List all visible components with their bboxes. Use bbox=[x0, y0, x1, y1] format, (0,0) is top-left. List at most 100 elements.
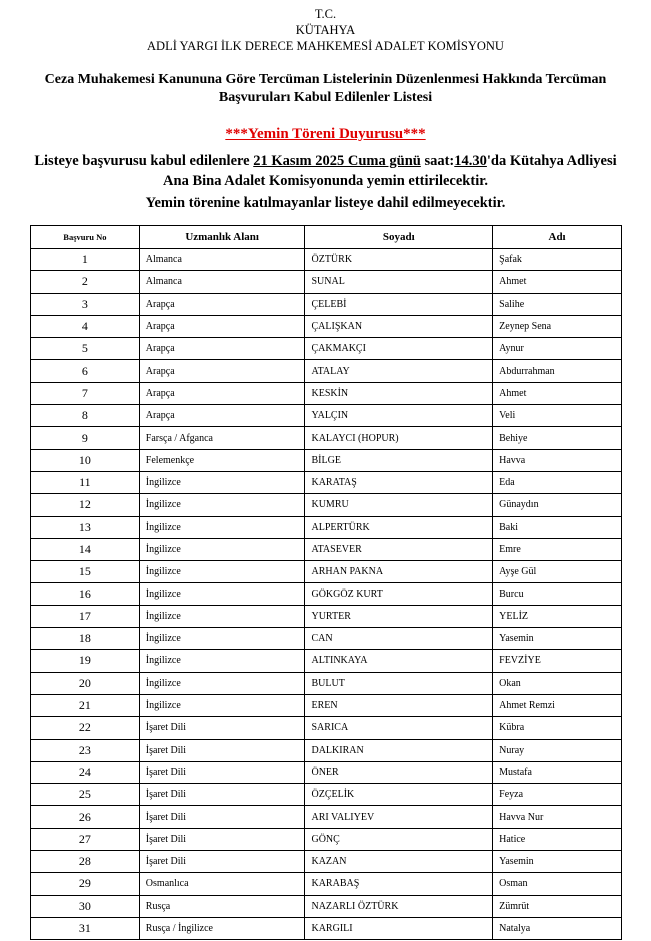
cell-no: 16 bbox=[30, 582, 140, 606]
cell-name: Yasemin bbox=[492, 850, 622, 874]
cell-no: 31 bbox=[30, 916, 140, 941]
table-row: 29 Osmanlıca KARABAŞ Osman bbox=[30, 872, 622, 896]
cell-surname: NAZARLI ÖZTÜRK bbox=[304, 894, 494, 918]
cell-name: Burcu bbox=[492, 582, 622, 606]
cell-name: Hatice bbox=[492, 827, 622, 852]
cell-field: İşaret Dili bbox=[138, 805, 306, 829]
table-row: 9 Farsça / Afganca KALAYCI (HOPUR) Behiye bbox=[30, 426, 622, 450]
header-city: KÜTAHYA bbox=[295, 23, 356, 37]
cell-name: Yasemin bbox=[492, 627, 622, 651]
header-commission: ADLİ YARGI İLK DERECE MAHKEMESİ ADALET K… bbox=[147, 39, 504, 53]
document-title-line2: Başvuruları Kabul Edilenler Listesi bbox=[218, 90, 433, 105]
table-row: 10 Felemenkçe BİLGE Havva bbox=[30, 448, 622, 472]
cell-field: İngilizce bbox=[138, 604, 306, 629]
header-tc: T.C. bbox=[314, 7, 337, 21]
table-header-row: Başvuru No Uzmanlık Alanı Soyadı Adı bbox=[30, 225, 622, 249]
cell-surname: ÇELEBİ bbox=[304, 292, 494, 316]
table-row: 13 İngilizce ALPERTÜRK Baki bbox=[30, 515, 622, 539]
table-row: 12 İngilizce KUMRU Günaydın bbox=[30, 493, 622, 517]
cell-surname: KUMRU bbox=[304, 493, 494, 517]
cell-field: Arapça bbox=[138, 359, 306, 383]
cell-name: Okan bbox=[492, 671, 622, 695]
cell-no: 29 bbox=[30, 872, 140, 896]
announcement-line1: Listeye başvurusu kabul edilenlere 21 Ka… bbox=[0, 152, 651, 172]
table-row: 1 Almanca ÖZTÜRK Şafak bbox=[30, 247, 622, 272]
cell-no: 7 bbox=[30, 381, 140, 406]
table-row: 19 İngilizce ALTINKAYA FEVZİYE bbox=[30, 649, 622, 673]
cell-field: Felemenkçe bbox=[138, 448, 306, 472]
cell-field: İngilizce bbox=[138, 515, 306, 539]
cell-no: 22 bbox=[30, 716, 140, 740]
cell-name: Behiye bbox=[492, 426, 622, 450]
cell-surname: ALTINKAYA bbox=[304, 649, 494, 673]
cell-surname: CAN bbox=[304, 627, 494, 651]
cell-no: 28 bbox=[30, 850, 140, 874]
table-row: 26 İşaret Dili ARI VALIYEV Havva Nur bbox=[30, 805, 622, 829]
cell-no: 18 bbox=[30, 627, 140, 651]
cell-surname: YALÇIN bbox=[304, 404, 494, 428]
cell-surname: ÖZTÜRK bbox=[304, 247, 494, 272]
cell-no: 27 bbox=[30, 827, 140, 852]
cell-no: 15 bbox=[30, 560, 140, 584]
announcement-time: 14.30 bbox=[454, 153, 487, 169]
cell-surname: BİLGE bbox=[304, 448, 494, 472]
announcement-line3: Yemin törenine katılmayanlar listeye dah… bbox=[145, 195, 506, 211]
table-row: 7 Arapça KESKİN Ahmet bbox=[30, 381, 622, 406]
cell-field: Arapça bbox=[138, 337, 306, 361]
cell-field: İşaret Dili bbox=[138, 850, 306, 874]
cell-no: 30 bbox=[30, 894, 140, 918]
cell-no: 19 bbox=[30, 649, 140, 673]
cell-name: Ahmet bbox=[492, 270, 622, 294]
cell-field: İşaret Dili bbox=[138, 738, 306, 762]
cell-no: 10 bbox=[30, 448, 140, 472]
cell-surname: KAZAN bbox=[304, 850, 494, 874]
cell-name: Salihe bbox=[492, 292, 622, 316]
cell-no: 14 bbox=[30, 537, 140, 562]
cell-no: 6 bbox=[30, 359, 140, 383]
cell-surname: EREN bbox=[304, 693, 494, 718]
cell-name: FEVZİYE bbox=[492, 649, 622, 673]
table-row: 27 İşaret Dili GÖNÇ Hatice bbox=[30, 827, 622, 852]
table-row: 30 Rusça NAZARLI ÖZTÜRK Zümrüt bbox=[30, 894, 622, 918]
cell-name: Zümrüt bbox=[492, 894, 622, 918]
cell-field: Arapça bbox=[138, 381, 306, 406]
cell-field: Arapça bbox=[138, 292, 306, 316]
cell-name: Mustafa bbox=[492, 760, 622, 785]
cell-name: Nuray bbox=[492, 738, 622, 762]
table-row: 23 İşaret Dili DALKIRAN Nuray bbox=[30, 738, 622, 762]
cell-surname: SUNAL bbox=[304, 270, 494, 294]
cell-surname: ÇALIŞKAN bbox=[304, 314, 494, 339]
cell-no: 8 bbox=[30, 404, 140, 428]
cell-surname: ÇAKMAKÇI bbox=[304, 337, 494, 361]
cell-name: Havva bbox=[492, 448, 622, 472]
cell-surname: KALAYCI (HOPUR) bbox=[304, 426, 494, 450]
cell-field: Almanca bbox=[138, 270, 306, 294]
cell-surname: YURTER bbox=[304, 604, 494, 629]
cell-no: 4 bbox=[30, 314, 140, 339]
cell-no: 25 bbox=[30, 783, 140, 807]
cell-field: Arapça bbox=[138, 314, 306, 339]
column-header-field: Uzmanlık Alanı bbox=[138, 225, 306, 249]
cell-field: Osmanlıca bbox=[138, 872, 306, 896]
cell-no: 12 bbox=[30, 493, 140, 517]
table-row: 11 İngilizce KARATAŞ Eda bbox=[30, 470, 622, 495]
column-header-surname: Soyadı bbox=[304, 225, 494, 249]
table-row: 21 İngilizce EREN Ahmet Remzi bbox=[30, 693, 622, 718]
document-title-line1: Ceza Muhakemesi Kanununa Göre Tercüman L… bbox=[44, 72, 607, 87]
cell-no: 1 bbox=[30, 247, 140, 272]
cell-name: Eda bbox=[492, 470, 622, 495]
cell-field: İşaret Dili bbox=[138, 716, 306, 740]
table-row: 6 Arapça ATALAY Abdurrahman bbox=[30, 359, 622, 383]
cell-field: İngilizce bbox=[138, 493, 306, 517]
table-row: 28 İşaret Dili KAZAN Yasemin bbox=[30, 850, 622, 874]
cell-field: İngilizce bbox=[138, 537, 306, 562]
column-header-name: Adı bbox=[492, 225, 622, 249]
cell-surname: ARHAN PAKNA bbox=[304, 560, 494, 584]
cell-no: 9 bbox=[30, 426, 140, 450]
table-row: 8 Arapça YALÇIN Veli bbox=[30, 404, 622, 428]
cell-no: 2 bbox=[30, 270, 140, 294]
cell-field: İngilizce bbox=[138, 627, 306, 651]
table-row: 25 İşaret Dili ÖZÇELİK Feyza bbox=[30, 783, 622, 807]
cell-field: Farsça / Afganca bbox=[138, 426, 306, 450]
cell-field: Rusça / İngilizce bbox=[138, 916, 306, 941]
